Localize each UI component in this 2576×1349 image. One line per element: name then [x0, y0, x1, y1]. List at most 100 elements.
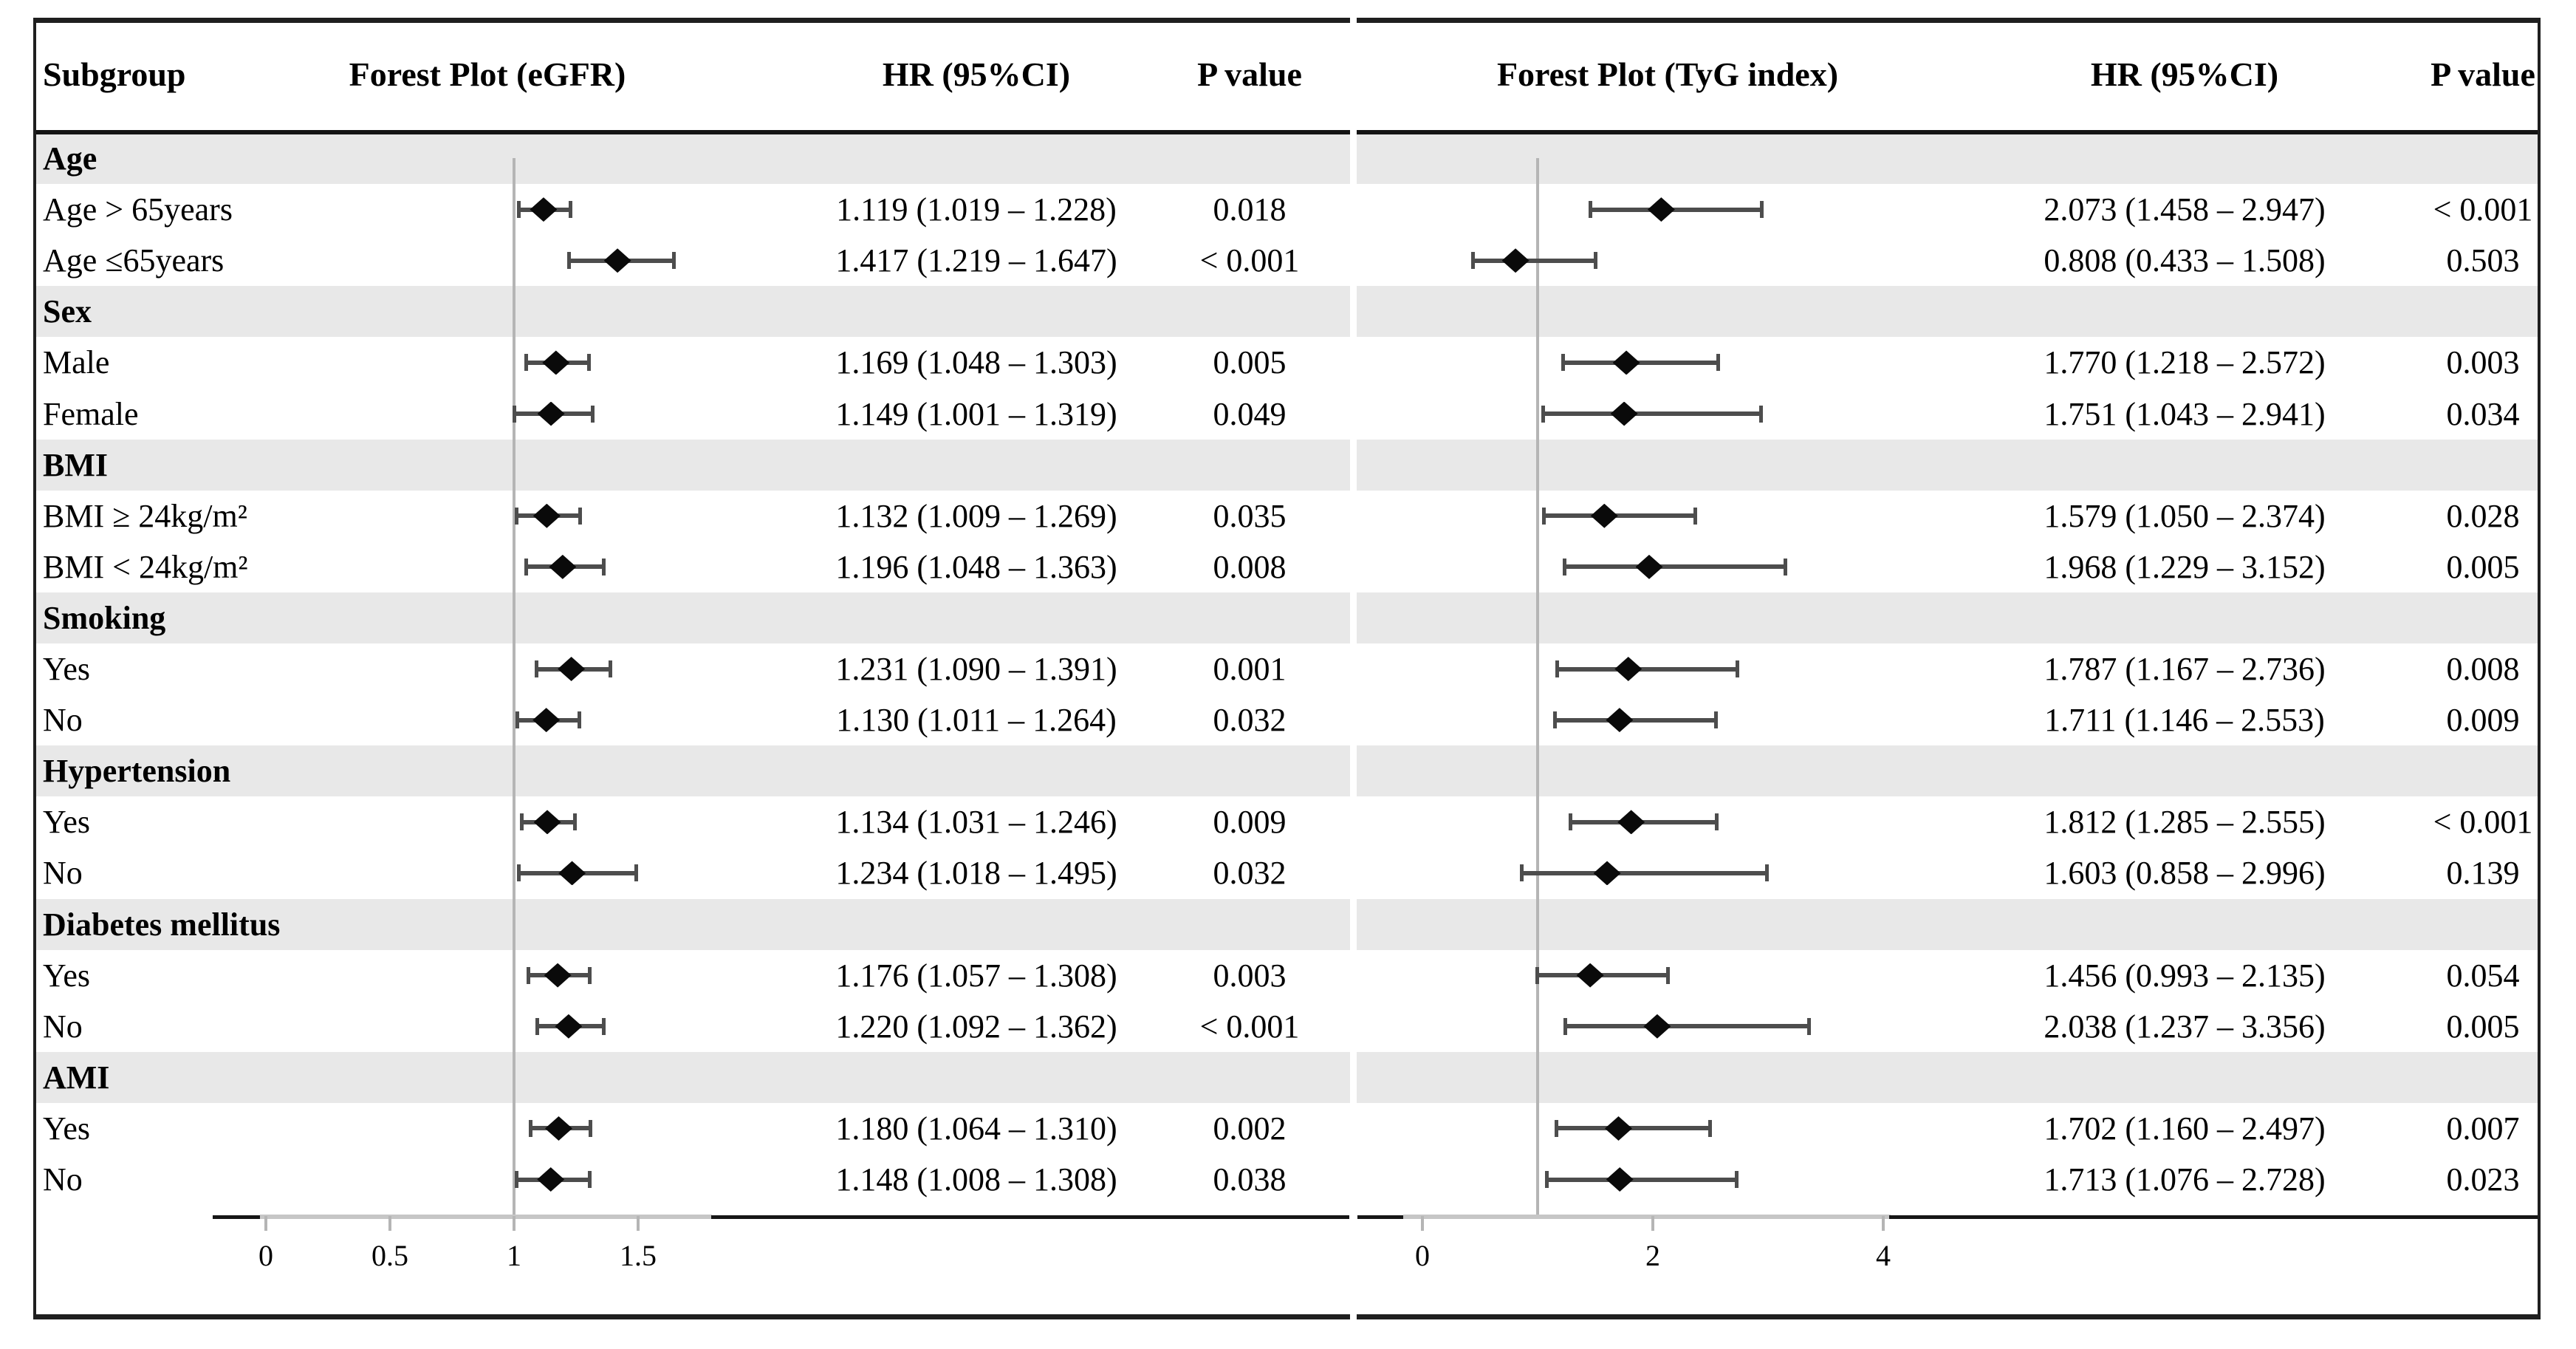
egfr-hr-ci-value: 1.231 (1.090 – 1.391)	[835, 651, 1117, 687]
tyg-p-value: 0.008	[2446, 651, 2520, 687]
tyg-hr-diamond	[1606, 708, 1634, 733]
egfr-hr-ci-value: 1.132 (1.009 – 1.269)	[835, 497, 1117, 534]
tyg-ci-cap-low	[1519, 864, 1524, 882]
tyg-p-value: 0.028	[2446, 497, 2520, 534]
section-label: Smoking	[43, 599, 166, 636]
section-band	[36, 286, 2538, 338]
header-divider-rule	[36, 130, 2538, 134]
section-label: Hypertension	[43, 753, 231, 790]
egfr-p-value: 0.005	[1213, 344, 1287, 381]
egfr-hr-diamond	[558, 861, 586, 886]
egfr-hr-ci-value: 1.176 (1.057 – 1.308)	[835, 957, 1117, 994]
tyg-p-value: 0.005	[2446, 1008, 2520, 1045]
column-header-hr-left: HR (95%CI)	[882, 55, 1071, 93]
egfr-hr-diamond	[544, 963, 572, 988]
egfr-hr-ci-value: 1.134 (1.031 – 1.246)	[835, 804, 1117, 841]
egfr-ci-cap-high	[601, 1017, 606, 1035]
section-label: BMI	[43, 446, 108, 483]
tyg-p-value: 0.139	[2446, 855, 2520, 892]
tyg-ci-cap-high	[1714, 813, 1719, 831]
bottom-rule-left-lead	[213, 1215, 261, 1219]
tyg-hr-diamond	[1605, 1116, 1632, 1141]
egfr-hr-diamond	[532, 503, 561, 528]
subgroup-row-label: Male	[43, 344, 110, 381]
tyg-p-value: 0.005	[2446, 548, 2520, 585]
tyg-hr-diamond	[1610, 401, 1638, 426]
tyg-ci-cap-low	[1544, 1171, 1549, 1189]
tyg-p-value: 0.054	[2446, 957, 2520, 994]
section-band	[36, 133, 2538, 185]
tyg-hr-ci-value: 1.713 (1.076 – 2.728)	[2044, 1161, 2326, 1198]
tyg-p-value: 0.003	[2446, 344, 2520, 381]
egfr-reference-line	[513, 158, 515, 1216]
tyg-hr-ci-value: 1.579 (1.050 – 2.374)	[2044, 497, 2326, 534]
tyg-ci-bar	[1521, 870, 1768, 875]
section-band	[36, 1051, 2538, 1103]
egfr-hr-ci-value: 1.234 (1.018 – 1.495)	[835, 855, 1117, 892]
tyg-p-value: 0.023	[2446, 1161, 2520, 1198]
egfr-hr-ci-value: 1.169 (1.048 – 1.303)	[835, 344, 1117, 381]
egfr-ci-cap-high	[609, 660, 613, 678]
bottom-rule-right-lead	[1357, 1215, 1405, 1219]
egfr-p-value: 0.002	[1213, 1110, 1287, 1147]
column-header-hr-right: HR (95%CI)	[2090, 55, 2279, 93]
egfr-hr-ci-value: 1.148 (1.008 – 1.308)	[835, 1161, 1117, 1198]
egfr-ci-cap-high	[634, 864, 639, 882]
tyg-ci-cap-low	[1470, 252, 1475, 270]
egfr-p-value: 0.032	[1213, 855, 1287, 892]
egfr-axis-line	[260, 1215, 712, 1219]
subgroup-row-label: BMI ≥ 24kg/m²	[43, 497, 247, 534]
bottom-rule-left-text	[711, 1215, 1349, 1219]
egfr-ci-cap-low	[517, 864, 521, 882]
tyg-ci-cap-high	[1735, 660, 1739, 678]
egfr-axis-tick	[388, 1216, 391, 1231]
egfr-p-value: 0.003	[1213, 957, 1287, 994]
tyg-ci-cap-high	[1806, 1017, 1811, 1035]
subgroup-row-label: Age > 65years	[43, 191, 233, 228]
tyg-ci-cap-low	[1562, 558, 1566, 576]
egfr-hr-diamond	[533, 810, 561, 835]
egfr-hr-ci-value: 1.149 (1.001 – 1.319)	[835, 395, 1117, 432]
tyg-p-value: < 0.001	[2433, 804, 2533, 841]
section-band	[36, 745, 2538, 797]
egfr-axis-tick	[637, 1216, 640, 1231]
egfr-ci-cap-low	[566, 252, 571, 270]
section-band	[36, 898, 2538, 950]
column-header-p-left: P value	[1197, 55, 1302, 93]
egfr-p-value: < 0.001	[1199, 1008, 1300, 1045]
egfr-ci-cap-high	[588, 1171, 592, 1189]
tyg-hr-ci-value: 2.073 (1.458 – 2.947)	[2044, 191, 2326, 228]
tyg-ci-cap-high	[1693, 507, 1698, 525]
tyg-hr-diamond	[1593, 861, 1621, 886]
egfr-hr-diamond	[603, 248, 631, 273]
egfr-ci-cap-low	[514, 1171, 518, 1189]
subgroup-row-label: Yes	[43, 804, 91, 841]
tyg-hr-diamond	[1612, 350, 1640, 375]
egfr-ci-cap-low	[520, 813, 524, 831]
tyg-ci-bar	[1563, 360, 1719, 365]
bottom-rule-right-text	[1889, 1215, 2538, 1219]
section-label: Diabetes mellitus	[43, 906, 281, 943]
column-header-p-right: P value	[2431, 55, 2535, 93]
tyg-axis-line	[1403, 1215, 1891, 1219]
subgroup-row-label: No	[43, 1161, 83, 1198]
tyg-p-value: 0.503	[2446, 242, 2520, 279]
tyg-ci-bar	[1543, 513, 1696, 519]
tyg-hr-diamond	[1647, 197, 1675, 222]
egfr-hr-diamond	[537, 1167, 565, 1192]
egfr-ci-cap-low	[515, 711, 519, 729]
tyg-ci-cap-low	[1563, 1017, 1567, 1035]
tyg-reference-line	[1536, 158, 1539, 1216]
egfr-ci-cap-low	[517, 201, 521, 219]
tyg-ci-bar	[1557, 666, 1738, 672]
egfr-hr-diamond	[530, 197, 558, 222]
subgroup-row-label: Yes	[43, 1110, 91, 1147]
column-header-subgroup: Subgroup	[43, 55, 186, 93]
tyg-ci-cap-high	[1783, 558, 1787, 576]
egfr-ci-cap-high	[568, 201, 572, 219]
egfr-p-value: 0.038	[1213, 1161, 1287, 1198]
tyg-p-value: 0.007	[2446, 1110, 2520, 1147]
egfr-ci-cap-low	[513, 405, 517, 423]
egfr-ci-cap-low	[528, 1119, 532, 1137]
tyg-hr-diamond	[1576, 963, 1604, 988]
